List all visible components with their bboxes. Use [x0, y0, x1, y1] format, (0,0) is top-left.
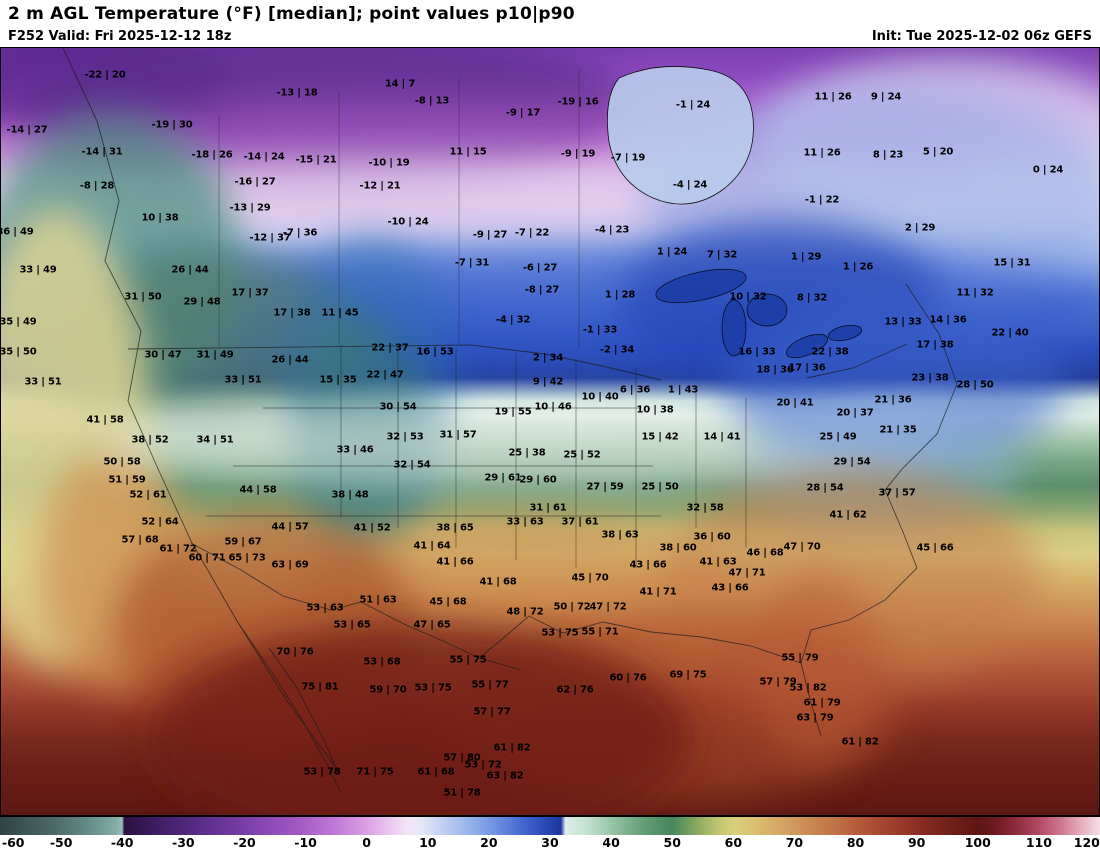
- temperature-field-artwork: [1, 48, 1099, 815]
- temperature-map: www.pivotalweather.com pivotal weather: [0, 47, 1100, 816]
- valid-time-label: F252 Valid: Fri 2025-12-12 18z: [8, 29, 231, 44]
- colorbar-tick: 0: [362, 835, 371, 850]
- colorbar-tick: 70: [786, 835, 803, 850]
- colorbar-tick: 80: [847, 835, 864, 850]
- colorbar-tick: 90: [908, 835, 925, 850]
- colorbar-gradient-strip: [0, 816, 1100, 835]
- colorbar-tick: 110: [1026, 835, 1052, 850]
- map-title: 2 m AGL Temperature (°F) [median]; point…: [0, 0, 1100, 27]
- colorbar-tick: -40: [111, 835, 134, 850]
- colorbar-tick: -60: [2, 835, 25, 850]
- colorbar-tick: 30: [541, 835, 558, 850]
- colorbar-tick: 120: [1074, 835, 1100, 850]
- colorbar-tick: 60: [725, 835, 742, 850]
- colorbar-tick: 50: [664, 835, 681, 850]
- colorbar-tick: -20: [233, 835, 256, 850]
- colorbar-tick: -10: [294, 835, 317, 850]
- init-time-label: Init: Tue 2025-12-02 06z GEFS: [872, 29, 1092, 44]
- colorbar-tick: 40: [602, 835, 619, 850]
- temperature-colorbar: -60 -50 -40 -30 -20 -10 0 10 20 30 40 50 60 70 80 90 100…: [0, 816, 1100, 850]
- colorbar-tick: -30: [172, 835, 195, 850]
- colorbar-tick: -50: [50, 835, 73, 850]
- colorbar-tick: 20: [480, 835, 497, 850]
- colorbar-tick-labels: -60 -50 -40 -30 -20 -10 0 10 20 30 40 50 60 70 80 90 100…: [0, 835, 1100, 850]
- map-subheader: F252 Valid: Fri 2025-12-12 18z Init: Tue…: [0, 27, 1100, 46]
- colorbar-tick: 100: [965, 835, 991, 850]
- weather-map-page: 2 m AGL Temperature (°F) [median]; point…: [0, 0, 1100, 850]
- colorbar-tick: 10: [419, 835, 436, 850]
